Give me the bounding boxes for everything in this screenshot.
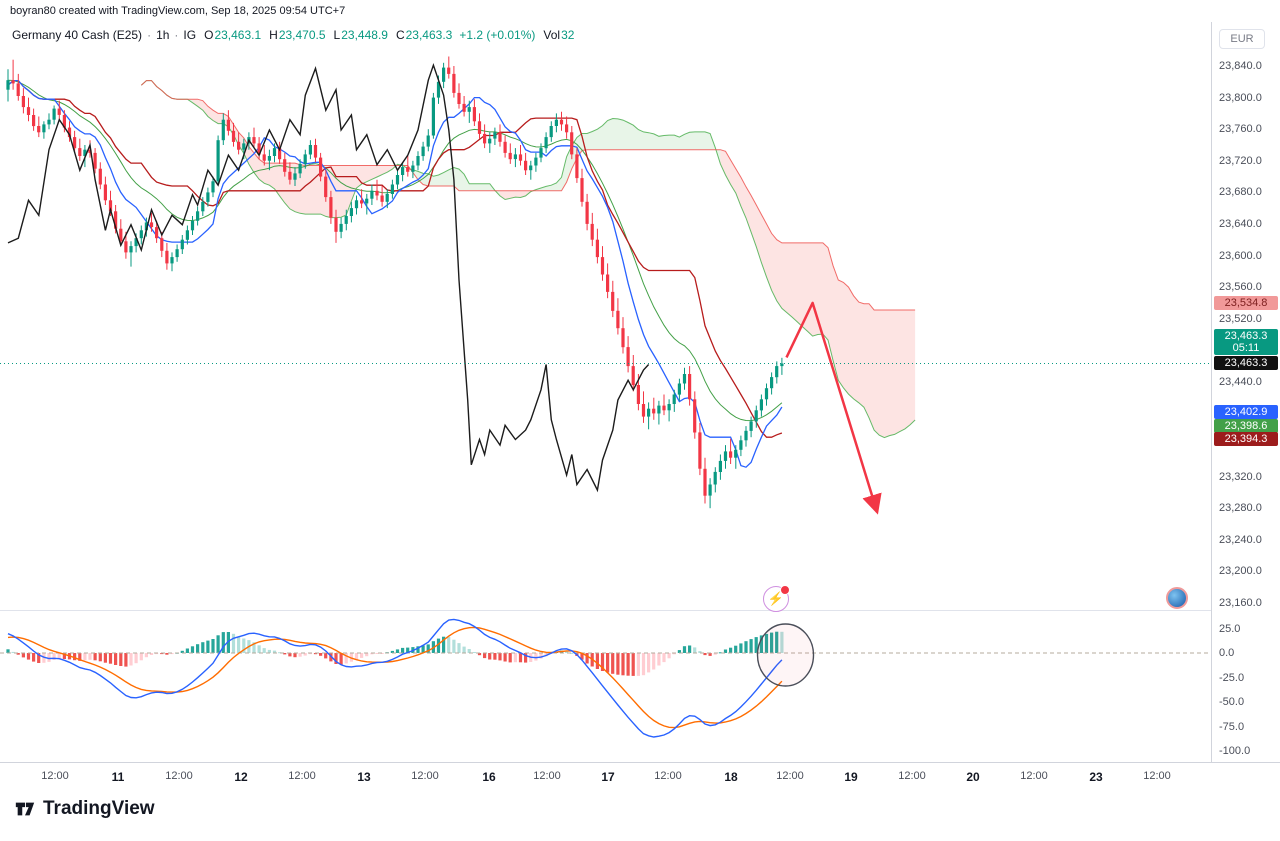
price-line-badge[interactable]: 23,463.3	[1214, 356, 1278, 370]
day-tick-label: 18	[724, 770, 738, 784]
close-label: C	[395, 28, 405, 42]
time-axis[interactable]: 12:00 11 12:00 12 12:00 13 12:00 16 12:00 17 12:00…	[0, 762, 1280, 791]
high-value: 23,470.5	[278, 28, 326, 42]
symbol-title[interactable]: Germany 40 Cash (E25)	[12, 28, 143, 42]
kijun-line	[7, 79, 783, 438]
tenkan-line	[7, 79, 783, 468]
time-tick-label: 12:00	[533, 770, 561, 782]
last-price-badge[interactable]: 23,463.3 05:11	[1214, 329, 1278, 355]
kijun-price-badge[interactable]: 23,394.3	[1214, 432, 1278, 446]
price-tick-label: 23,800.0	[1219, 91, 1262, 104]
ichimoku-cloud	[141, 80, 916, 438]
day-tick-label: 12	[234, 770, 248, 784]
time-tick-label: 12:00	[165, 770, 193, 782]
separator-dot: ·	[147, 28, 152, 42]
candles	[6, 56, 784, 509]
broker-label: IG	[183, 28, 197, 42]
price-tick-label: 23,760.0	[1219, 123, 1262, 136]
day-tick-label: 23	[1089, 770, 1103, 784]
open-label: O	[204, 28, 214, 42]
time-tick-label: 12:00	[1143, 770, 1171, 782]
change-value: +1.2 (+0.01%)	[459, 28, 536, 42]
trend-arrow-annotation[interactable]	[785, 301, 882, 515]
price-tick-label: 23,240.0	[1219, 533, 1262, 546]
time-tick-label: 12:00	[288, 770, 316, 782]
macd-tick-label: -25.0	[1219, 671, 1245, 684]
live-marker-icon[interactable]	[1166, 587, 1188, 609]
close-value: 23,463.3	[405, 28, 453, 42]
macd-signal-line	[7, 626, 783, 729]
macd-tick-label: -75.0	[1219, 720, 1245, 733]
high-label: H	[269, 28, 278, 42]
time-tick-label: 12:00	[898, 770, 926, 782]
attribution-text: boyran80 created with TradingView.com, S…	[0, 0, 1280, 22]
lightning-icon[interactable]: ⚡	[763, 585, 790, 612]
symbol-legend: Germany 40 Cash (E25) · 1h · IG O23,463.1 H23,…	[12, 28, 574, 42]
low-label: L	[333, 28, 341, 42]
price-tick-label: 23,160.0	[1219, 597, 1262, 609]
macd-line	[7, 618, 783, 738]
tradingview-brand[interactable]: TradingView	[14, 798, 155, 820]
macd-chart-canvas[interactable]	[0, 610, 1211, 762]
separator-dot: ·	[174, 28, 179, 42]
tradingview-logo-icon	[15, 802, 35, 816]
price-tick-label: 23,280.0	[1219, 502, 1262, 515]
price-tick-label: 23,200.0	[1219, 565, 1262, 578]
time-tick-label: 12:00	[654, 770, 682, 782]
price-tick-label: 23,560.0	[1219, 281, 1262, 294]
price-axis[interactable]: EUR 23,840.0 23,800.0 23,760.0 23,720.0 23,6…	[1211, 22, 1280, 762]
day-tick-label: 16	[482, 770, 496, 784]
tenkan-price-badge[interactable]: 23,402.9	[1214, 405, 1278, 419]
senkou-a-line	[140, 80, 916, 439]
macd-histogram	[6, 631, 784, 676]
low-value: 23,448.9	[341, 28, 388, 42]
price-tick-label: 23,640.0	[1219, 217, 1262, 230]
interval-label[interactable]: 1h	[156, 28, 170, 42]
ema-line	[7, 79, 783, 422]
time-tick-label: 12:00	[41, 770, 69, 782]
macd-tick-label: -100.0	[1219, 745, 1251, 757]
senkou-b-line	[140, 80, 916, 311]
macd-tick-label: 0.0	[1219, 647, 1235, 659]
circle-annotation[interactable]	[756, 623, 815, 687]
price-tick-label: 23,440.0	[1219, 375, 1262, 388]
price-tick-label: 23,600.0	[1219, 249, 1262, 262]
black-overlay-line	[7, 63, 650, 493]
price-tick-label: 23,840.0	[1219, 60, 1262, 72]
lightning-glyph: ⚡	[767, 591, 785, 606]
day-tick-label: 11	[111, 770, 125, 784]
price-tick-label: 23,680.0	[1219, 186, 1262, 199]
brand-name: TradingView	[43, 798, 155, 819]
price-tick-label: 23,320.0	[1219, 470, 1262, 483]
time-tick-label: 12:00	[776, 770, 804, 782]
volume-value: 32	[561, 28, 575, 42]
senkou-b-price-badge[interactable]: 23,534.8	[1214, 296, 1278, 310]
macd-tick-label: -50.0	[1219, 696, 1245, 708]
time-tick-label: 12:00	[1020, 770, 1048, 782]
time-tick-label: 12:00	[411, 770, 439, 782]
ema-price-badge[interactable]: 23,398.6	[1214, 419, 1278, 433]
price-chart-canvas[interactable]	[0, 22, 1211, 610]
price-tick-label: 23,520.0	[1219, 312, 1262, 325]
price-tick-label: 23,720.0	[1219, 154, 1262, 167]
volume-label: Vol	[543, 28, 561, 42]
day-tick-label: 19	[844, 770, 858, 784]
currency-label[interactable]: EUR	[1219, 29, 1265, 49]
day-tick-label: 13	[357, 770, 371, 784]
day-tick-label: 20	[966, 770, 980, 784]
pane-divider[interactable]	[0, 610, 1211, 611]
open-value: 23,463.1	[214, 28, 262, 42]
notification-dot-icon	[780, 585, 790, 595]
macd-tick-label: 25.0	[1219, 622, 1241, 635]
chart-area: Germany 40 Cash (E25) · 1h · IG O23,463.1 H23,…	[0, 22, 1280, 841]
day-tick-label: 17	[601, 770, 615, 784]
